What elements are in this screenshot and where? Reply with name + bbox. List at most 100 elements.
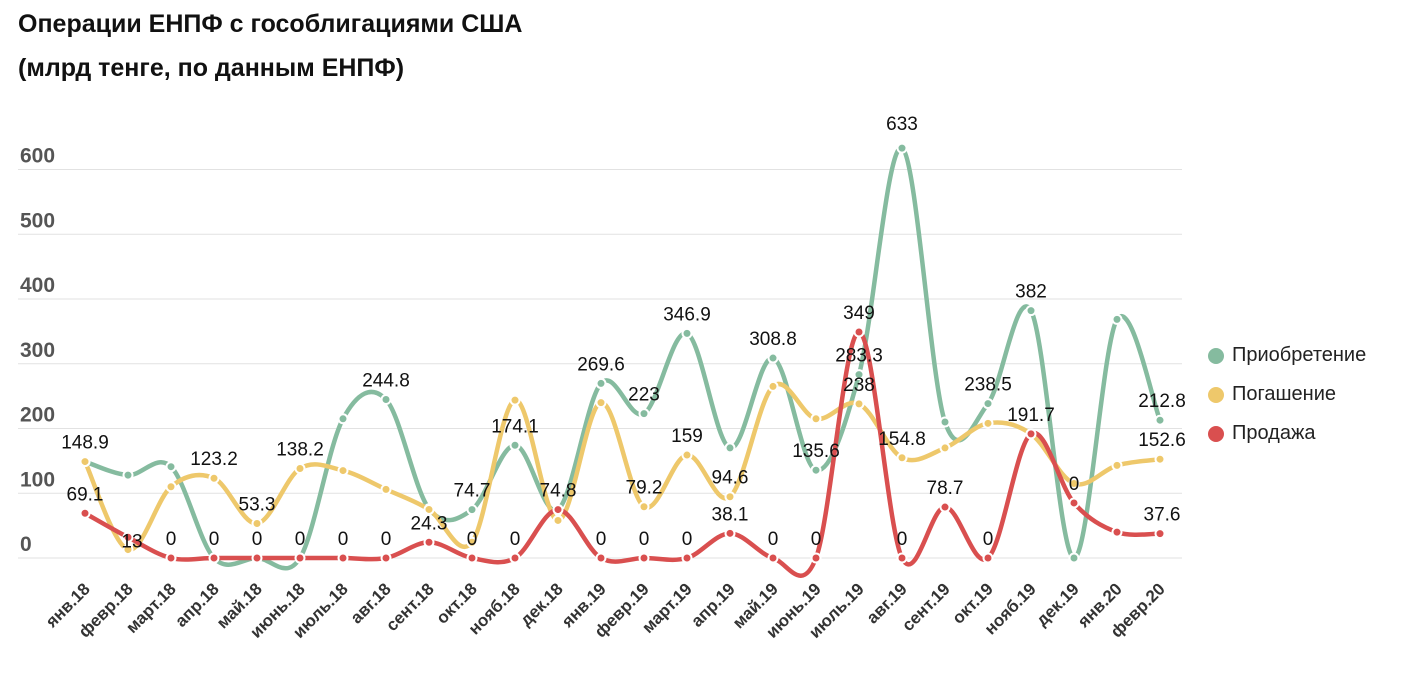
point-acquisition-13 — [638, 408, 650, 420]
data-label-sale-4: 0 — [252, 529, 263, 550]
point-redemption-6 — [337, 465, 349, 477]
point-acquisition-1 — [122, 469, 134, 481]
point-sale-18 — [853, 326, 865, 338]
point-redemption-1 — [122, 544, 134, 556]
y-tick-label-600: 600 — [20, 145, 55, 168]
data-label-sale-10: 0 — [510, 529, 521, 550]
point-sale-15 — [724, 527, 736, 539]
point-redemption-25 — [1154, 453, 1166, 465]
point-acquisition-6 — [337, 413, 349, 425]
point-redemption-2 — [165, 481, 177, 493]
legend-item-redemption: Погашение — [1208, 383, 1336, 406]
point-redemption-9 — [466, 536, 478, 548]
point-sale-17 — [810, 552, 822, 564]
data-label-acquisition-16: 308.8 — [749, 329, 797, 350]
point-acquisition-17 — [810, 464, 822, 476]
data-label-sale-5: 0 — [295, 529, 306, 550]
data-label-sale-18: 349 — [843, 303, 875, 324]
data-label-acquisition-19: 633 — [886, 114, 918, 135]
point-redemption-4 — [251, 517, 263, 529]
point-redemption-13 — [638, 501, 650, 513]
series-line-redemption — [82, 381, 1163, 552]
data-label-sale-2: 0 — [166, 529, 177, 550]
point-acquisition-2 — [165, 461, 177, 473]
point-sale-9 — [466, 552, 478, 564]
data-label-acquisition-9: 74.7 — [454, 481, 491, 502]
point-acquisition-14 — [681, 327, 693, 339]
data-label-acquisition-14: 346.9 — [663, 304, 711, 325]
point-sale-13 — [638, 552, 650, 564]
point-acquisition-22 — [1025, 305, 1037, 317]
data-label-sale-6: 0 — [338, 529, 349, 550]
point-redemption-5 — [294, 463, 306, 475]
point-sale-0 — [79, 507, 91, 519]
point-redemption-0 — [79, 456, 91, 468]
data-label-sale-22: 191.7 — [1007, 405, 1055, 426]
data-label-sale-9: 0 — [467, 529, 478, 550]
legend-item-sale: Продажа — [1208, 422, 1315, 445]
legend-label-acquisition: Приобретение — [1232, 344, 1367, 366]
y-tick-label-500: 500 — [20, 209, 55, 232]
data-label-acquisition-17: 135.6 — [792, 441, 840, 462]
point-redemption-15 — [724, 491, 736, 503]
data-label-sale-13: 0 — [639, 529, 650, 550]
point-sale-25 — [1154, 528, 1166, 540]
y-tick-label-300: 300 — [20, 339, 55, 362]
point-sale-7 — [380, 552, 392, 564]
data-label-sale-7: 0 — [381, 529, 392, 550]
point-sale-4 — [251, 552, 263, 564]
point-sale-11 — [552, 504, 564, 516]
y-tick-label-100: 100 — [20, 468, 55, 491]
data-label-sale-23: 0 — [1069, 474, 1080, 495]
data-label-sale-8: 24.3 — [411, 513, 448, 534]
x-tick-label-11: дек.18 — [516, 579, 566, 629]
point-redemption-11 — [552, 514, 564, 526]
point-sale-2 — [165, 552, 177, 564]
data-label-redemption-19: 154.8 — [878, 429, 926, 450]
data-label-redemption-18: 238 — [843, 375, 875, 396]
point-acquisition-9 — [466, 504, 478, 516]
point-redemption-20 — [939, 442, 951, 454]
point-acquisition-7 — [380, 393, 392, 405]
point-sale-21 — [982, 552, 994, 564]
series-line-acquisition — [82, 145, 1163, 571]
data-label-sale-15: 38.1 — [712, 504, 749, 525]
point-redemption-24 — [1111, 459, 1123, 471]
data-label-acquisition-25: 212.8 — [1138, 391, 1186, 412]
x-tick-label-20: сент.19 — [898, 579, 954, 635]
point-redemption-17 — [810, 413, 822, 425]
data-label-sale-11: 74.8 — [540, 481, 577, 502]
point-redemption-21 — [982, 417, 994, 429]
point-sale-19 — [896, 552, 908, 564]
data-label-redemption-5: 138.2 — [276, 440, 324, 461]
legend-label-sale: Продажа — [1232, 422, 1316, 444]
point-redemption-23 — [1068, 478, 1080, 490]
point-sale-5 — [294, 552, 306, 564]
data-label-sale-12: 0 — [596, 529, 607, 550]
point-sale-20 — [939, 501, 951, 513]
point-acquisition-18 — [853, 369, 865, 381]
point-acquisition-24 — [1111, 313, 1123, 325]
data-label-acquisition-21: 238.5 — [964, 375, 1012, 396]
point-redemption-7 — [380, 483, 392, 495]
legend-label-redemption: Погашение — [1232, 383, 1336, 405]
data-label-redemption-15: 94.6 — [712, 468, 749, 489]
point-sale-3 — [208, 552, 220, 564]
x-tick-label-8: сент.18 — [382, 579, 438, 635]
y-tick-label-400: 400 — [20, 274, 55, 297]
point-sale-1 — [122, 531, 134, 543]
chart-title-line2: (млрд тенге, по данным ЕНПФ) — [18, 54, 405, 82]
data-label-acquisition-13: 223 — [628, 385, 660, 406]
point-sale-6 — [337, 552, 349, 564]
legend-marker-acquisition — [1208, 347, 1224, 364]
legend-marker-sale — [1208, 425, 1224, 442]
x-tick-label-3: апр.18 — [171, 579, 222, 630]
point-sale-24 — [1111, 526, 1123, 538]
point-sale-12 — [595, 552, 607, 564]
data-label-sale-17: 0 — [811, 529, 822, 550]
point-redemption-18 — [853, 398, 865, 410]
point-redemption-8 — [423, 503, 435, 515]
point-sale-10 — [509, 552, 521, 564]
point-acquisition-10 — [509, 439, 521, 451]
